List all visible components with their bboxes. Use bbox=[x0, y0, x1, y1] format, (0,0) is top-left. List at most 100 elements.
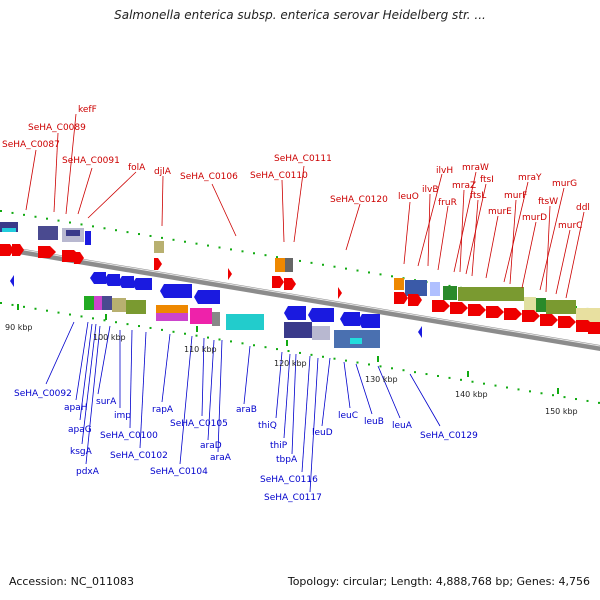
gene-arrow bbox=[0, 244, 14, 256]
gene-label: SeHA_C0117 bbox=[264, 493, 322, 503]
guide-dot bbox=[195, 242, 198, 245]
guide-dot bbox=[345, 267, 347, 270]
gene-label: leuO bbox=[398, 192, 419, 202]
guide-dot bbox=[448, 376, 451, 379]
guide-dot bbox=[264, 346, 267, 349]
guide-dot bbox=[69, 313, 71, 316]
tick-mark bbox=[17, 304, 19, 310]
guide-dot bbox=[11, 211, 14, 214]
guide-dot bbox=[333, 357, 336, 360]
gene-arrow bbox=[540, 314, 558, 326]
tick-mark bbox=[467, 371, 469, 377]
guide-dot bbox=[310, 261, 313, 264]
guide-dot bbox=[207, 244, 209, 247]
guide-dot bbox=[103, 227, 106, 230]
guide-dot bbox=[230, 340, 232, 343]
forward-connectors bbox=[25, 113, 585, 299]
feature-block bbox=[394, 278, 404, 290]
gene-label: tbpA bbox=[276, 455, 298, 465]
guide-dot bbox=[218, 338, 221, 341]
guide-dot bbox=[11, 303, 14, 306]
gene-label: ddl bbox=[576, 203, 590, 213]
guide-dot bbox=[287, 350, 290, 353]
guide-dot bbox=[172, 330, 175, 333]
guide-dot bbox=[310, 353, 313, 356]
gene-arrow bbox=[504, 308, 522, 320]
feature-block bbox=[38, 226, 58, 240]
gene-arrow bbox=[132, 278, 152, 290]
gene-arrow bbox=[340, 312, 360, 326]
gene-arrow bbox=[90, 272, 106, 284]
guide-dot bbox=[483, 382, 485, 385]
tick-label: 140 kbp bbox=[455, 390, 488, 399]
feature-block bbox=[312, 326, 330, 340]
guide-dot bbox=[253, 252, 255, 255]
guide-dot bbox=[299, 351, 301, 354]
guide-dot bbox=[184, 240, 186, 243]
reverse-features bbox=[84, 296, 380, 348]
gene-arrow bbox=[408, 294, 422, 306]
gene-label: ftsW bbox=[538, 197, 558, 207]
gene-arrow bbox=[10, 275, 14, 287]
gene-label: murC bbox=[558, 221, 582, 231]
gene-label: araB bbox=[236, 405, 257, 415]
gene-arrow bbox=[522, 310, 540, 322]
gene-arrow bbox=[284, 278, 296, 290]
gene-label: SeHA_C0102 bbox=[110, 451, 168, 461]
map-title: Salmonella enterica subsp. enterica sero… bbox=[114, 8, 486, 22]
feature-block bbox=[284, 322, 312, 338]
gene-arrow bbox=[12, 244, 24, 256]
guide-dot bbox=[379, 273, 382, 276]
gene-label: leuA bbox=[392, 421, 413, 431]
gene-label: leuC bbox=[338, 411, 358, 421]
gene-label: fruR bbox=[438, 198, 457, 208]
gene-label: murF bbox=[504, 191, 527, 201]
gene-label: SeHA_C0110 bbox=[250, 171, 308, 181]
guide-dot bbox=[425, 373, 428, 376]
gene-label: imp bbox=[114, 411, 131, 421]
gene-arrow bbox=[74, 252, 84, 264]
guide-dot bbox=[402, 369, 405, 372]
guide-dot bbox=[103, 319, 106, 322]
gene-label: mraZ bbox=[452, 181, 476, 191]
guide-dot bbox=[437, 374, 439, 377]
guide-dot bbox=[184, 332, 186, 335]
feature-block bbox=[112, 298, 126, 312]
gene-label: pdxA bbox=[76, 467, 100, 477]
gene-label: ilvH bbox=[436, 166, 453, 176]
guide-dot bbox=[23, 213, 25, 216]
gene-arrow bbox=[272, 276, 284, 288]
guide-dot bbox=[92, 317, 94, 320]
tick-label: 110 kbp bbox=[184, 345, 217, 354]
gene-label: SeHA_C0116 bbox=[260, 475, 318, 485]
feature-block bbox=[350, 338, 362, 344]
guide-dot bbox=[529, 390, 531, 393]
gene-label: kefF bbox=[78, 105, 97, 115]
feature-block bbox=[154, 241, 164, 253]
guide-dot bbox=[241, 250, 244, 253]
feature-block bbox=[285, 258, 293, 272]
guide-dot bbox=[322, 355, 324, 358]
guide-dot bbox=[46, 309, 48, 312]
guide-dot bbox=[494, 384, 497, 387]
guide-dot bbox=[218, 246, 221, 249]
gene-label: araA bbox=[210, 453, 232, 463]
tick-mark bbox=[557, 388, 559, 394]
guide-dot bbox=[368, 363, 370, 366]
gene-arrow bbox=[432, 300, 450, 312]
guide-dot bbox=[69, 221, 71, 224]
gene-label: ksgA bbox=[70, 447, 93, 457]
guide-dot bbox=[126, 231, 129, 234]
guide-dot bbox=[333, 265, 336, 268]
guide-dot bbox=[448, 284, 451, 287]
gene-label: murD bbox=[522, 213, 547, 223]
summary-label: Topology: circular; Length: 4,888,768 bp… bbox=[287, 575, 590, 588]
gene-label: apaH bbox=[64, 403, 88, 413]
feature-block bbox=[546, 300, 576, 314]
reverse-gene-labels: SeHA_C0092 apaH apaG ksgA pdxA surA imp SeHA_C0… bbox=[14, 389, 478, 503]
gene-label: ilvB bbox=[422, 185, 439, 195]
guide-dot bbox=[126, 323, 129, 326]
guide-dot bbox=[172, 238, 175, 241]
guide-dot bbox=[138, 325, 140, 328]
